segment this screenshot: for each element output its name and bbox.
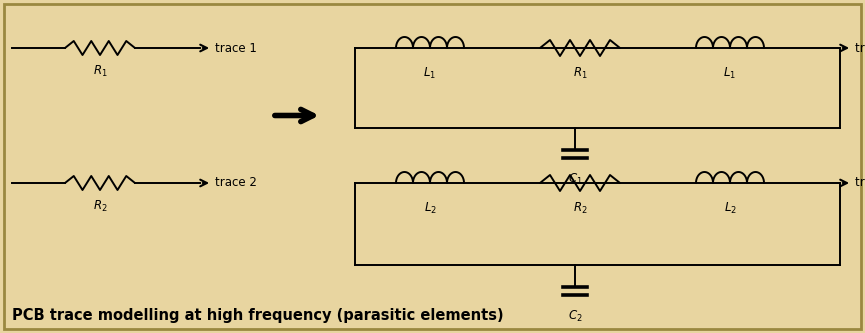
Text: $R_1$: $R_1$ — [93, 64, 107, 79]
Text: trace 2: trace 2 — [215, 176, 257, 189]
Text: $L_2$: $L_2$ — [424, 201, 437, 216]
Text: $R_2$: $R_2$ — [93, 199, 107, 214]
Text: trace 2: trace 2 — [855, 176, 865, 189]
Text: $L_1$: $L_1$ — [424, 66, 437, 81]
Text: trace 1: trace 1 — [215, 42, 257, 55]
Text: $R_2$: $R_2$ — [573, 201, 587, 216]
Text: PCB trace modelling at high frequency (parasitic elements): PCB trace modelling at high frequency (p… — [12, 308, 503, 323]
Text: $C_1$: $C_1$ — [567, 172, 582, 187]
Text: $R_1$: $R_1$ — [573, 66, 587, 81]
Text: $L_2$: $L_2$ — [723, 201, 736, 216]
Text: $C_2$: $C_2$ — [567, 309, 582, 324]
Text: $L_1$: $L_1$ — [723, 66, 736, 81]
Text: trace 1: trace 1 — [855, 42, 865, 55]
